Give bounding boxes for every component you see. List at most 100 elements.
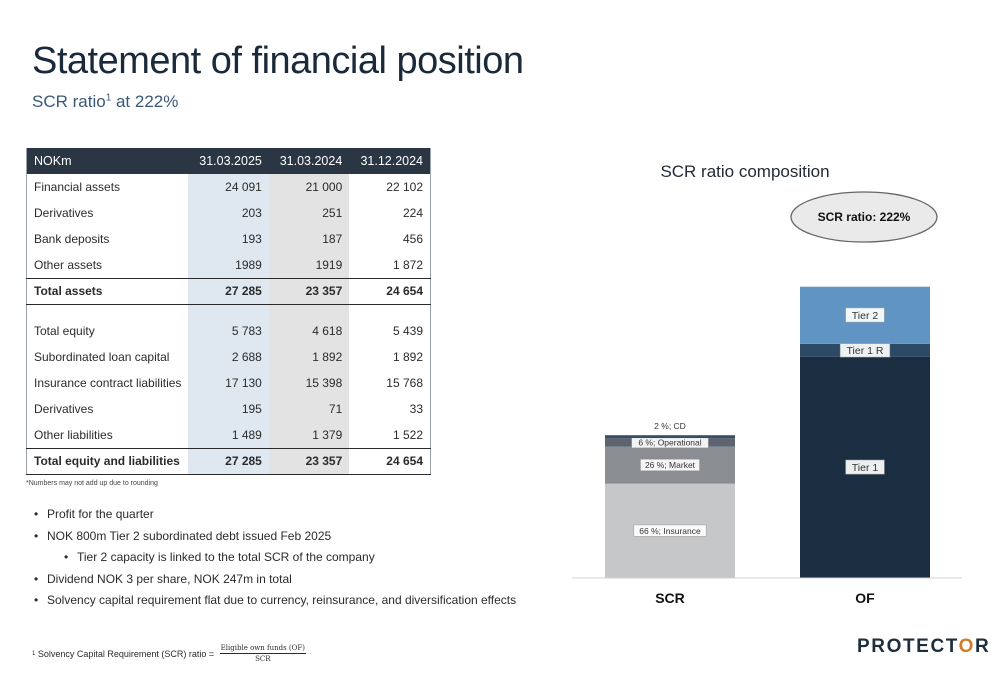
- financial-position-table: NOKm 31.03.2025 31.03.2024 31.12.2024 Fi…: [26, 148, 431, 475]
- data-label: 26 %; Market: [640, 458, 700, 471]
- x-axis-ticks: SCR OF: [655, 590, 875, 606]
- table-row: Bank deposits 193 187 456: [27, 226, 431, 252]
- table-cell: 187: [268, 226, 350, 252]
- row-label: Total assets: [26, 277, 189, 305]
- row-label: Total equity: [34, 324, 95, 338]
- table-row: Subordinated loan capital 2 688 1 892 1 892: [27, 344, 431, 370]
- table-cell: 4 618: [268, 318, 350, 344]
- table-cell: 27 285: [188, 277, 269, 305]
- subtitle-text: SCR ratio: [32, 92, 106, 111]
- column-header: NOKm: [26, 148, 189, 174]
- table-cell: 1989: [188, 252, 269, 278]
- bullet-item: Profit for the quarter: [34, 505, 516, 527]
- data-label-background: [633, 524, 707, 537]
- data-label: 2 %; CD: [654, 421, 686, 431]
- table-spacer-row: [27, 304, 431, 318]
- table-row: Derivatives 203 251 224: [27, 200, 431, 226]
- table-cell: 2 688: [188, 344, 269, 370]
- table-row: Other liabilities 1 489 1 379 1 522: [27, 422, 431, 448]
- table-cell: 251: [268, 200, 350, 226]
- chart-title: SCR ratio composition: [660, 162, 829, 181]
- data-label-background: [640, 458, 700, 471]
- data-label-text: 26 %; Market: [645, 460, 696, 470]
- fraction-numerator: Eligible own funds (OF): [219, 644, 306, 654]
- row-label: Other assets: [34, 257, 103, 272]
- scr-composition-chart: SCR ratio composition SCR ratio: 222% 66…: [572, 162, 962, 606]
- data-label-text: Tier 1: [852, 462, 879, 474]
- bullet-item: NOK 800m Tier 2 subordinated debt issued…: [34, 527, 516, 549]
- table-row: Derivatives 195 71 33: [27, 396, 431, 422]
- callout-text: SCR ratio: 222%: [818, 210, 911, 224]
- footnote-marker: 1: [32, 650, 36, 657]
- column-header: 31.12.2024: [349, 148, 431, 174]
- row-label: Financial assets: [34, 180, 121, 194]
- row-label: Derivatives: [34, 402, 94, 416]
- table-row: Other assets 1989 1919 1 872: [27, 252, 431, 278]
- data-label: Tier 1 R: [839, 342, 891, 358]
- column-header: 31.03.2024: [268, 148, 350, 174]
- spacer-cell: [27, 304, 189, 318]
- table-cell: 203: [188, 200, 269, 226]
- data-label: Tier 1: [845, 459, 885, 475]
- table-cell: 23 357: [268, 277, 350, 305]
- bullet-list: Profit for the quarterNOK 800m Tier 2 su…: [34, 505, 516, 613]
- data-label-text: 6 %; Operational: [638, 437, 701, 447]
- footnote-text: Solvency Capital Requirement (SCR) ratio…: [35, 648, 217, 659]
- table-header-row: NOKm 31.03.2025 31.03.2024 31.12.2024: [26, 148, 431, 174]
- data-label: 66 %; Insurance: [633, 524, 707, 537]
- table-cell: 456: [402, 232, 423, 246]
- row-label: Subordinated loan capital: [34, 350, 170, 364]
- bullet-item: Tier 2 capacity is linked to the total S…: [64, 548, 516, 570]
- table-cell: 5 439: [392, 324, 423, 338]
- table-cell: 71: [268, 396, 350, 422]
- table-cell: 224: [402, 206, 423, 220]
- table-cell: 1 379: [268, 422, 350, 448]
- data-label-background: [845, 459, 885, 475]
- table-cell: 193: [188, 226, 269, 252]
- subtitle-footnote-marker: 1: [105, 92, 112, 104]
- table-cell: 23 357: [268, 447, 350, 475]
- footnote: 1 Solvency Capital Requirement (SCR) rat…: [32, 644, 306, 663]
- subtitle-value: at 222%: [111, 92, 179, 111]
- table-cell: 1 872: [392, 257, 423, 272]
- table-cell: 1 489: [188, 422, 269, 448]
- total-liabilities-row: Total equity and liabilities 27 285 23 357…: [26, 447, 431, 475]
- bullet-item: Solvency capital requirement flat due to…: [34, 591, 516, 613]
- rounding-note: *Numbers may not add up due to rounding: [26, 480, 158, 487]
- callout-ellipse: [790, 191, 938, 243]
- bar-segment-cd: [605, 435, 735, 439]
- data-label: 6 %; Operational: [631, 436, 709, 449]
- data-label-text: Tier 1 R: [847, 345, 884, 357]
- row-label: Derivatives: [34, 206, 94, 220]
- table-cell: 15 768: [386, 376, 423, 390]
- table-cell: 21 000: [268, 174, 350, 200]
- bullet-item: Dividend NOK 3 per share, NOK 247m in to…: [34, 570, 516, 592]
- table-cell: 1919: [268, 252, 350, 278]
- table-cell: 24 654: [349, 447, 431, 475]
- data-label-text: Tier 2: [852, 310, 879, 322]
- x-tick-label: SCR: [655, 590, 685, 606]
- table-cell: 27 285: [188, 447, 269, 475]
- table-row: Financial assets 24 091 21 000 22 102: [27, 174, 431, 200]
- row-label: Insurance contract liabilities: [34, 376, 182, 390]
- table-cell: 22 102: [386, 180, 423, 194]
- table-cell: 17 130: [188, 370, 269, 396]
- row-label: Bank deposits: [34, 232, 110, 246]
- table-row: Insurance contract liabilities 17 130 15 3…: [27, 370, 431, 396]
- table-cell: 5 783: [188, 318, 269, 344]
- page-title: Statement of financial position: [32, 40, 524, 82]
- table-cell: 15 398: [268, 370, 350, 396]
- data-label-text: 66 %; Insurance: [639, 526, 701, 536]
- spacer-cell: [349, 304, 430, 318]
- table-cell: 24 654: [349, 277, 431, 305]
- data-label: Tier 2: [845, 307, 885, 323]
- table-cell: 1 522: [392, 427, 423, 442]
- fraction-denominator: SCR: [255, 655, 271, 663]
- protector-logo: PROTECTOR: [857, 636, 991, 657]
- spacer-cell: [188, 304, 269, 318]
- page-subtitle: SCR ratio1 at 222%: [32, 92, 178, 112]
- total-assets-row: Total assets 27 285 23 357 24 654: [26, 277, 431, 305]
- ratio-fraction: Eligible own funds (OF) SCR: [219, 644, 306, 663]
- data-label-background: [845, 307, 885, 323]
- column-header: 31.03.2025: [188, 148, 269, 174]
